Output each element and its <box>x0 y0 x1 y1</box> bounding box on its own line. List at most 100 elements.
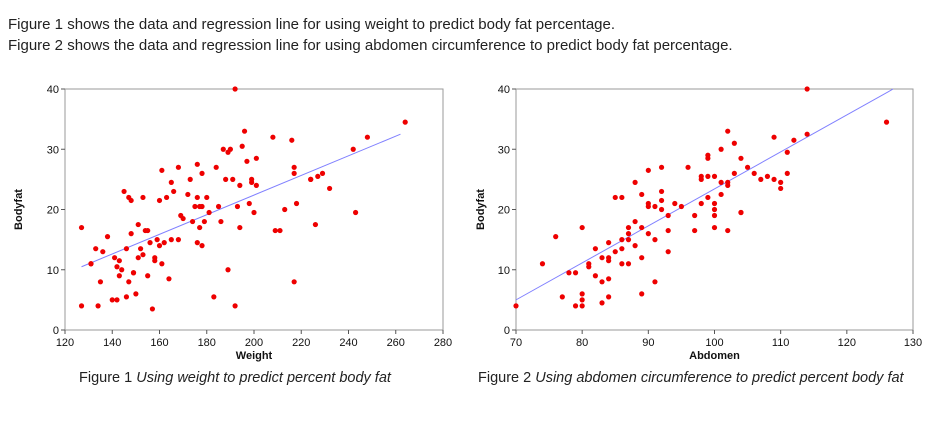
fig2-data-point <box>791 137 797 143</box>
fig1-data-point <box>270 134 276 140</box>
fig2-y-tick-label: 0 <box>504 325 510 337</box>
fig1-data-point <box>197 224 203 231</box>
fig2-data-point <box>692 227 698 234</box>
fig2-data-point <box>645 167 651 173</box>
fig2-data-point <box>705 194 711 201</box>
fig2-data-point <box>599 300 605 306</box>
fig2-y-axis-label: Bodyfat <box>475 189 487 230</box>
fig1-data-point <box>138 246 144 252</box>
fig1-data-point <box>308 176 314 182</box>
fig1-data-point <box>121 188 127 195</box>
fig1-data-point <box>230 176 236 182</box>
fig1-y-tick-label: 0 <box>53 325 59 337</box>
fig1-x-tick-label: 160 <box>150 337 168 349</box>
fig2-data-point <box>698 200 704 207</box>
fig2-data-point <box>698 176 704 182</box>
intro-line-1: Figure 1 shows the data and regression l… <box>8 16 616 33</box>
fig2-data-point <box>883 119 890 125</box>
fig2-data-point <box>784 170 790 176</box>
fig1-y-tick-label: 40 <box>47 85 59 96</box>
figure-1-weight-scatter: 120 140 160 180 200 220 240 260 280 0 10 20 30 40 Weig… <box>8 84 455 385</box>
fig1-data-point <box>239 143 245 149</box>
fig2-data-point <box>539 261 546 267</box>
fig2-data-point <box>711 206 718 213</box>
fig1-data-point <box>253 155 259 161</box>
fig2-data-point <box>718 146 724 152</box>
fig2-data-point <box>731 140 737 146</box>
fig2-data-point <box>718 191 724 198</box>
fig2-data-point <box>652 203 658 210</box>
fig1-data-point <box>251 209 257 216</box>
fig1-data-point <box>180 215 186 222</box>
fig1-x-tick-label: 140 <box>103 337 121 349</box>
fig1-data-point <box>145 273 151 279</box>
fig2-data-point <box>672 200 678 207</box>
fig1-data-point <box>253 182 259 188</box>
fig2-data-point <box>645 203 651 210</box>
fig1-y-tick-label: 10 <box>47 265 59 277</box>
fig2-data-point <box>652 237 658 243</box>
fig1-data-point <box>171 188 177 195</box>
fig1-data-point <box>175 164 181 170</box>
fig2-data-point <box>645 231 651 237</box>
fig1-data-point <box>135 255 141 261</box>
fig2-data-point <box>725 128 731 134</box>
fig2-data-point <box>658 197 665 204</box>
fig1-data-point <box>201 218 207 225</box>
fig2-y-tick-label: 20 <box>498 205 510 217</box>
fig1-data-point <box>168 179 174 185</box>
fig2-data-point <box>619 194 625 201</box>
fig2-data-point <box>665 249 671 255</box>
fig2-data-point <box>513 303 519 309</box>
fig2-data-point <box>678 203 685 210</box>
fig2-data-point <box>804 86 810 92</box>
fig1-data-point <box>149 306 156 312</box>
fig1-data-point <box>289 137 295 143</box>
fig2-data-point <box>639 191 645 198</box>
figure-1-caption-label: Figure 1 <box>79 370 133 386</box>
fig1-data-point <box>315 173 321 179</box>
fig2-data-point <box>606 258 612 264</box>
fig1-data-point <box>237 224 243 231</box>
fig1-data-point <box>291 170 297 176</box>
fig2-x-tick-label: 90 <box>642 337 654 349</box>
fig1-data-point <box>140 252 146 258</box>
fig1-data-point <box>123 294 130 300</box>
fig2-y-tick-label: 10 <box>498 265 510 277</box>
fig1-data-point <box>152 258 158 264</box>
fig1-data-point <box>327 185 333 192</box>
fig2-data-point <box>599 279 605 285</box>
fig1-data-point <box>156 197 163 204</box>
fig1-data-point <box>114 264 120 270</box>
fig2-data-point <box>625 224 632 231</box>
fig1-data-point <box>352 209 359 216</box>
fig1-data-point <box>114 297 120 303</box>
fig2-x-tick-label: 110 <box>772 337 790 349</box>
fig2-data-point <box>778 179 784 185</box>
fig1-data-point <box>402 119 408 125</box>
fig1-x-tick-label: 120 <box>56 337 74 349</box>
fig2-data-point <box>711 200 718 207</box>
fig1-data-point <box>241 128 248 134</box>
fig2-data-point <box>738 209 744 216</box>
fig2-data-point <box>625 237 632 243</box>
fig2-data-point <box>705 155 711 161</box>
fig2-x-tick-label: 80 <box>576 337 588 349</box>
fig1-data-point <box>119 267 125 273</box>
fig1-data-point <box>93 246 99 252</box>
fig1-data-point <box>128 231 134 237</box>
fig1-data-point <box>128 197 134 204</box>
fig1-x-tick-label: 180 <box>198 337 216 349</box>
fig2-data-point <box>725 182 731 188</box>
fig1-data-point <box>272 227 278 234</box>
fig1-data-point <box>223 176 229 182</box>
fig1-data-point <box>206 209 212 216</box>
fig1-data-point <box>104 234 111 240</box>
fig1-x-tick-label: 200 <box>245 337 263 349</box>
fig1-data-point <box>145 227 151 234</box>
fig2-data-point <box>778 185 784 192</box>
fig2-data-point <box>705 173 711 179</box>
figure-2-abdomen-scatter: 70 80 90 100 110 120 130 0 10 20 30 40 Abdomen Bodyfa… <box>470 84 925 385</box>
fig1-data-point <box>282 206 288 213</box>
fig1-data-point <box>116 258 122 264</box>
